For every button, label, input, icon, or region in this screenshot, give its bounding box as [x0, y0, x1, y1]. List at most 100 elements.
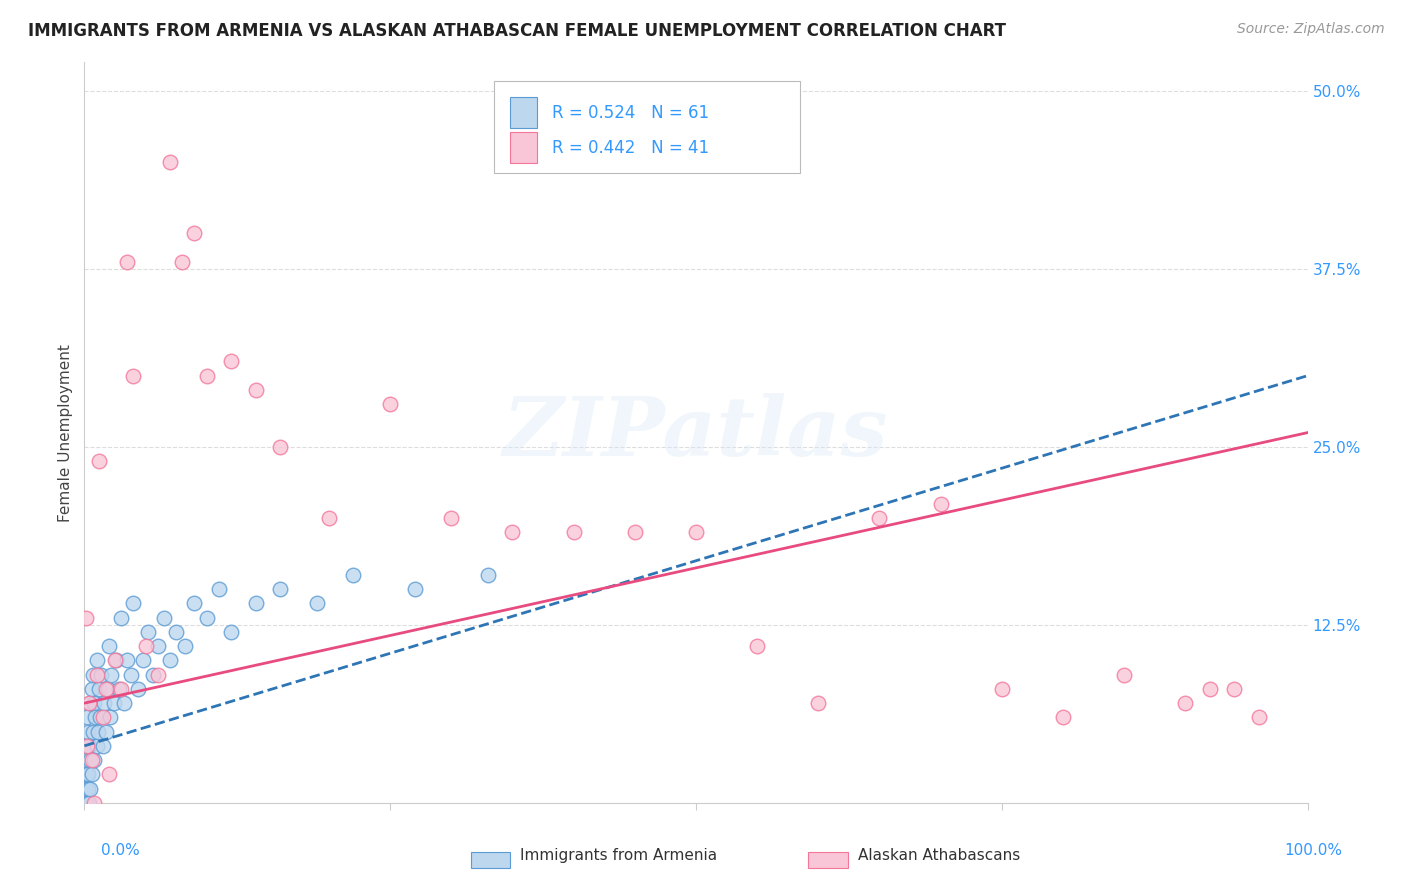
- Point: [98, 710, 121, 724]
- Point: [685, 525, 707, 540]
- Point: [104, 653, 127, 667]
- Point: [991, 681, 1014, 696]
- Point: [562, 525, 585, 540]
- Point: [404, 582, 426, 597]
- Point: [1114, 667, 1136, 681]
- Point: [77, 724, 100, 739]
- Point: [82, 667, 104, 681]
- Point: [76, 710, 98, 724]
- Point: [76, 739, 98, 753]
- Point: [1198, 681, 1220, 696]
- Point: [87, 724, 110, 739]
- Text: R = 0.442   N = 41: R = 0.442 N = 41: [551, 138, 709, 157]
- Point: [77, 781, 100, 796]
- Point: [120, 667, 142, 681]
- Point: [89, 710, 111, 724]
- Point: [165, 624, 187, 639]
- Point: [105, 653, 128, 667]
- Point: [83, 696, 105, 710]
- Text: R = 0.524   N = 61: R = 0.524 N = 61: [551, 103, 709, 122]
- Point: [90, 667, 112, 681]
- Point: [110, 681, 132, 696]
- Point: [79, 696, 101, 710]
- Point: [132, 653, 155, 667]
- Point: [96, 724, 118, 739]
- Point: [112, 696, 135, 710]
- Point: [159, 155, 181, 169]
- Point: [97, 681, 120, 696]
- Point: [146, 639, 169, 653]
- Text: ZIPatlas: ZIPatlas: [503, 392, 889, 473]
- Point: [183, 227, 205, 241]
- Point: [219, 624, 242, 639]
- Point: [103, 696, 125, 710]
- Point: [477, 568, 499, 582]
- FancyBboxPatch shape: [510, 97, 537, 128]
- Point: [107, 681, 129, 696]
- Point: [76, 796, 98, 810]
- Point: [83, 753, 105, 767]
- Point: [929, 497, 952, 511]
- FancyBboxPatch shape: [494, 81, 800, 173]
- Point: [173, 639, 195, 653]
- Point: [93, 696, 115, 710]
- Point: [77, 696, 100, 710]
- Point: [624, 525, 647, 540]
- Point: [87, 681, 110, 696]
- Point: [146, 667, 169, 681]
- Point: [269, 582, 291, 597]
- Point: [1052, 710, 1074, 724]
- Point: [86, 739, 108, 753]
- Point: [380, 397, 402, 411]
- Point: [100, 667, 122, 681]
- Point: [159, 653, 181, 667]
- Point: [440, 511, 463, 525]
- FancyBboxPatch shape: [510, 132, 537, 163]
- Point: [75, 767, 97, 781]
- Point: [75, 610, 97, 624]
- Point: [807, 696, 830, 710]
- Text: 0.0%: 0.0%: [101, 843, 141, 858]
- Point: [1223, 681, 1246, 696]
- Point: [318, 511, 340, 525]
- Point: [153, 610, 176, 624]
- Text: 100.0%: 100.0%: [1285, 843, 1343, 858]
- Point: [96, 681, 118, 696]
- Point: [245, 383, 267, 397]
- Point: [342, 568, 364, 582]
- Y-axis label: Female Unemployment: Female Unemployment: [58, 343, 73, 522]
- Point: [76, 753, 98, 767]
- Point: [86, 653, 108, 667]
- Point: [80, 767, 103, 781]
- Text: Alaskan Athabascans: Alaskan Athabascans: [858, 848, 1019, 863]
- Point: [80, 681, 103, 696]
- Point: [80, 753, 103, 767]
- Point: [869, 511, 891, 525]
- Point: [183, 597, 205, 611]
- Point: [97, 639, 120, 653]
- Point: [79, 781, 101, 796]
- Point: [83, 796, 105, 810]
- Point: [77, 796, 100, 810]
- Point: [1247, 710, 1270, 724]
- Point: [86, 667, 108, 681]
- Text: Immigrants from Armenia: Immigrants from Armenia: [520, 848, 717, 863]
- Point: [245, 597, 267, 611]
- Point: [1174, 696, 1197, 710]
- Point: [87, 454, 110, 468]
- Point: [142, 667, 165, 681]
- Point: [305, 597, 328, 611]
- Point: [84, 710, 107, 724]
- Point: [502, 525, 524, 540]
- Point: [195, 610, 218, 624]
- Text: IMMIGRANTS FROM ARMENIA VS ALASKAN ATHABASCAN FEMALE UNEMPLOYMENT CORRELATION CH: IMMIGRANTS FROM ARMENIA VS ALASKAN ATHAB…: [28, 22, 1007, 40]
- Point: [136, 624, 159, 639]
- Point: [82, 724, 104, 739]
- Point: [97, 767, 120, 781]
- Point: [747, 639, 769, 653]
- Point: [91, 710, 114, 724]
- Point: [75, 781, 97, 796]
- Point: [91, 739, 114, 753]
- Point: [208, 582, 231, 597]
- Point: [219, 354, 242, 368]
